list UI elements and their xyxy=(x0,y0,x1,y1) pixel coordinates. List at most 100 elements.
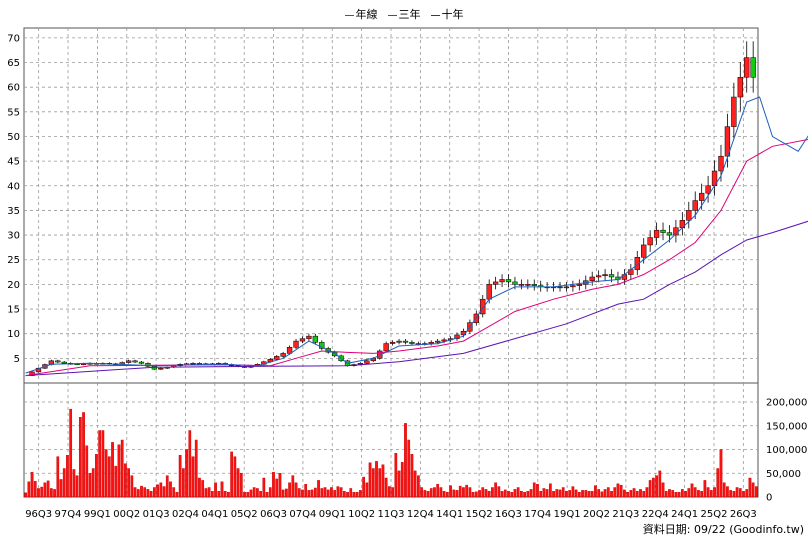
x-tick-label: 20Q2 xyxy=(583,509,610,520)
candle-body xyxy=(158,367,164,370)
x-tick-label: 21Q3 xyxy=(612,509,639,520)
x-tick-label: 15Q2 xyxy=(466,509,493,520)
candle-body xyxy=(364,360,370,364)
volume-bar xyxy=(136,489,140,498)
volume-bar xyxy=(120,439,124,498)
volume-bar xyxy=(606,487,610,498)
volume-bar xyxy=(214,482,217,498)
price-tick-label: 40 xyxy=(7,181,20,192)
volume-bar xyxy=(545,489,549,498)
x-tick-label: 11Q3 xyxy=(378,509,405,520)
volume-bar xyxy=(526,491,530,498)
volume-bar xyxy=(285,488,288,498)
volume-bar xyxy=(581,490,584,498)
volume-bar xyxy=(452,489,456,498)
price-tick-label: 10 xyxy=(7,329,20,340)
volume-bar xyxy=(359,490,362,498)
volume-bar xyxy=(381,464,385,498)
volume-bar xyxy=(236,468,240,498)
volume-bar xyxy=(722,482,726,498)
candle-body xyxy=(525,284,531,286)
candle-body xyxy=(280,353,286,357)
volume-bar xyxy=(571,486,575,498)
volume-bar xyxy=(597,489,601,498)
volume-bar xyxy=(143,487,147,498)
volume-bar xyxy=(371,468,375,498)
price-tick-label: 30 xyxy=(7,231,20,242)
volume-bar xyxy=(175,492,179,498)
volume-bar xyxy=(462,487,465,498)
volume-bar xyxy=(600,491,604,498)
price-tick-label: 45 xyxy=(7,157,20,168)
volume-bar xyxy=(561,487,565,498)
volume-bar xyxy=(500,491,504,498)
volume-bar xyxy=(645,487,649,498)
volume-bar xyxy=(510,492,514,498)
volume-bar xyxy=(220,481,224,498)
volume-bar xyxy=(149,491,153,498)
volume-bar xyxy=(610,491,613,498)
volume-bar xyxy=(62,468,66,498)
volume-tick-label: 50,000 xyxy=(766,469,801,480)
candle-body xyxy=(512,281,518,285)
volume-bar xyxy=(101,430,105,498)
candle-body xyxy=(647,237,653,246)
volume-bar xyxy=(320,488,324,498)
volume-bar xyxy=(336,486,340,498)
volume-bar xyxy=(632,488,636,498)
volume-bar xyxy=(565,491,568,498)
x-tick-label: 02Q4 xyxy=(172,509,199,520)
x-tick-label: 97Q4 xyxy=(55,509,82,520)
price-tick-label: 20 xyxy=(7,280,20,291)
candle-body xyxy=(55,360,61,363)
x-tick-label: 12Q4 xyxy=(407,509,434,520)
candle-body xyxy=(653,229,660,238)
volume-bar xyxy=(442,491,446,498)
volume-bar xyxy=(349,488,353,498)
volume-bar xyxy=(732,491,736,498)
volume-bar xyxy=(230,451,234,498)
volume-bar xyxy=(684,491,687,498)
volume-bar xyxy=(256,488,259,498)
volume-bar xyxy=(288,482,291,498)
candle-body xyxy=(61,361,67,364)
volume-bar xyxy=(664,491,668,498)
legend-item: 三年 xyxy=(387,6,421,22)
volume-bar xyxy=(655,475,658,498)
volume-bar xyxy=(639,489,642,498)
price-tick-label: 65 xyxy=(7,58,20,69)
volume-bar xyxy=(439,487,443,498)
x-tick-label: 00Q2 xyxy=(113,509,140,520)
candle-body xyxy=(570,285,576,288)
volume-bar xyxy=(159,482,163,498)
volume-bar xyxy=(178,455,182,498)
volume-bar xyxy=(368,462,372,498)
x-tick-label: 09Q1 xyxy=(319,509,346,520)
volume-bar xyxy=(516,487,520,498)
volume-bar xyxy=(623,489,626,498)
volume-bar xyxy=(181,468,185,498)
volume-bar xyxy=(703,480,707,498)
volume-bar xyxy=(294,482,298,498)
volume-bar xyxy=(619,484,623,498)
volume-bar xyxy=(156,484,159,498)
price-tick-label: 35 xyxy=(7,206,20,217)
x-tick-label: 05Q2 xyxy=(231,509,258,520)
volume-bar xyxy=(400,462,404,498)
volume-bar xyxy=(574,489,578,498)
candle-body xyxy=(454,334,460,339)
volume-bar xyxy=(384,477,388,498)
candle-body xyxy=(428,342,434,344)
volume-bar xyxy=(78,417,82,498)
volume-bar xyxy=(185,449,188,498)
volume-bar xyxy=(735,487,739,498)
volume-bar xyxy=(330,487,333,498)
legend-swatch xyxy=(430,14,440,16)
volume-bar xyxy=(227,492,230,498)
volume-bar xyxy=(584,490,588,498)
volume-bar xyxy=(629,490,633,498)
volume-bar xyxy=(465,484,469,498)
volume-bar xyxy=(680,489,684,498)
candle-body xyxy=(396,340,402,343)
volume-bar xyxy=(449,485,452,498)
